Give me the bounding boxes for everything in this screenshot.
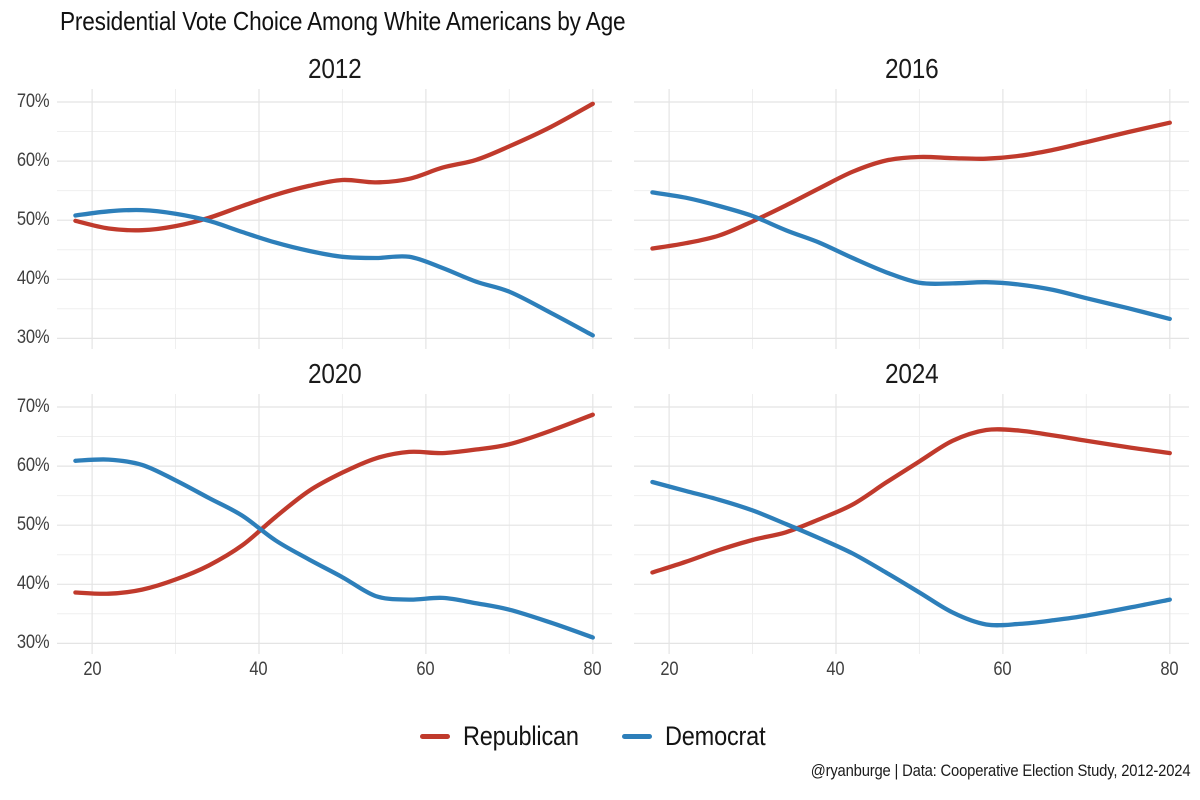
y-tick-label: 40% xyxy=(16,573,49,594)
attribution-footer: @ryanburge | Data: Cooperative Election … xyxy=(754,761,1190,781)
attribution-text: @ryanburge | Data: Cooperative Election … xyxy=(810,761,1190,780)
chart-title: Presidential Vote Choice Among White Ame… xyxy=(60,6,710,37)
y-tick-label: 50% xyxy=(16,514,49,535)
line-chart-panel-2024 xyxy=(634,394,1189,654)
x-tick-label: 80 xyxy=(583,659,602,680)
y-tick-label: 30% xyxy=(16,632,49,653)
y-tick-label: 60% xyxy=(16,150,49,171)
legend-item-democrat: Democrat xyxy=(621,720,780,752)
line-chart-panel-2012 xyxy=(57,89,612,349)
legend-label-republican: Republican xyxy=(462,720,579,751)
y-tick-label: 70% xyxy=(16,91,49,112)
chart-legend: Republican Democrat xyxy=(0,714,1200,758)
y-tick-label: 70% xyxy=(16,396,49,417)
y-tick-label: 60% xyxy=(16,455,49,476)
x-tick-label: 40 xyxy=(826,659,845,680)
x-tick-label: 80 xyxy=(1160,659,1179,680)
y-tick-label: 40% xyxy=(16,267,49,289)
y-tick-label: 50% xyxy=(16,208,49,230)
legend-label-democrat: Democrat xyxy=(664,720,766,751)
legend-item-republican: Republican xyxy=(419,720,596,752)
panel-title-2016: 2016 xyxy=(884,53,939,84)
line-chart-panel-2016 xyxy=(634,89,1189,349)
x-tick-label: 60 xyxy=(416,659,435,680)
panel-title-2012: 2012 xyxy=(307,53,362,84)
y-tick-label: 30% xyxy=(16,326,49,348)
x-tick-label: 20 xyxy=(659,659,679,680)
republican-line-key-icon xyxy=(419,733,450,739)
line-chart-panel-2020 xyxy=(57,394,612,654)
democrat-line-key-icon xyxy=(621,733,652,739)
chart-title-text: Presidential Vote Choice Among White Ame… xyxy=(60,6,626,36)
x-tick-label: 40 xyxy=(249,659,268,680)
panel-title-2020: 2020 xyxy=(307,358,362,389)
x-tick-label: 20 xyxy=(82,659,102,680)
x-tick-label: 60 xyxy=(993,659,1012,680)
panel-title-2024: 2024 xyxy=(884,358,939,389)
